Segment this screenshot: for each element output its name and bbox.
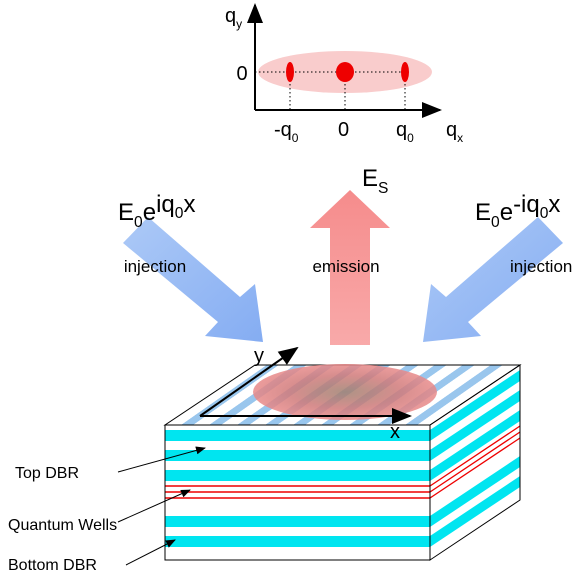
layer-label: Bottom DBR: [8, 557, 97, 574]
label: q0: [396, 119, 414, 145]
beam-label: injection: [124, 257, 186, 276]
formula: ES: [362, 165, 388, 197]
beam-label: emission: [312, 257, 379, 276]
dbr-layer: [165, 516, 430, 527]
dbr-layer: [165, 536, 430, 547]
formula-part: 0: [491, 214, 500, 231]
emission-spot: [253, 364, 437, 420]
label-main: q: [225, 5, 236, 27]
label-main: 0: [338, 119, 349, 141]
formula-part: 0: [175, 205, 184, 222]
diagram: qyqx0-q00q0E0eiq0xESE0e-iq0xinjectionemi…: [0, 0, 586, 578]
formula-part: iq: [156, 191, 175, 218]
tick-label: 0: [236, 63, 247, 85]
mode-dot: [401, 62, 409, 82]
label-main: -q: [274, 119, 292, 141]
formula: E0e-iq0x: [475, 191, 560, 231]
axis-label: y: [254, 345, 264, 367]
formula-part: x: [183, 191, 195, 218]
label: qx: [446, 119, 463, 145]
formula-part: e: [500, 199, 513, 226]
sample: [165, 348, 520, 560]
injection-arrow: [123, 217, 263, 342]
formula-part: E: [475, 199, 491, 226]
formula-part: -iq: [513, 191, 540, 218]
label-sub: 0: [407, 131, 414, 145]
label: -q0: [274, 119, 299, 145]
label-sub: y: [236, 17, 242, 31]
label: 0: [338, 119, 349, 141]
layer-label: Quantum Wells: [8, 517, 117, 534]
formula-part: S: [378, 180, 388, 197]
formula-part: E: [118, 199, 134, 226]
label-main: q: [446, 119, 457, 141]
label: qy: [225, 5, 242, 31]
axis-label: x: [390, 421, 400, 443]
label-sub: x: [457, 131, 463, 145]
formula-part: E: [362, 165, 378, 192]
label-main: q: [396, 119, 407, 141]
dbr-layer: [165, 470, 430, 481]
beam-label: injection: [510, 257, 572, 276]
formula-part: 0: [134, 214, 143, 231]
label-sub: 0: [292, 131, 299, 145]
mode-dot: [286, 62, 294, 82]
formula-part: e: [143, 199, 156, 226]
quantum-well: [430, 426, 520, 486]
mode-dot: [336, 62, 354, 82]
injection-arrow: [423, 217, 563, 342]
k-space-inset: [255, 5, 440, 110]
dbr-layer: [165, 450, 430, 461]
layer-label: Top DBR: [15, 465, 79, 482]
formula-part: 0: [540, 205, 549, 222]
formula-part: x: [548, 191, 560, 218]
